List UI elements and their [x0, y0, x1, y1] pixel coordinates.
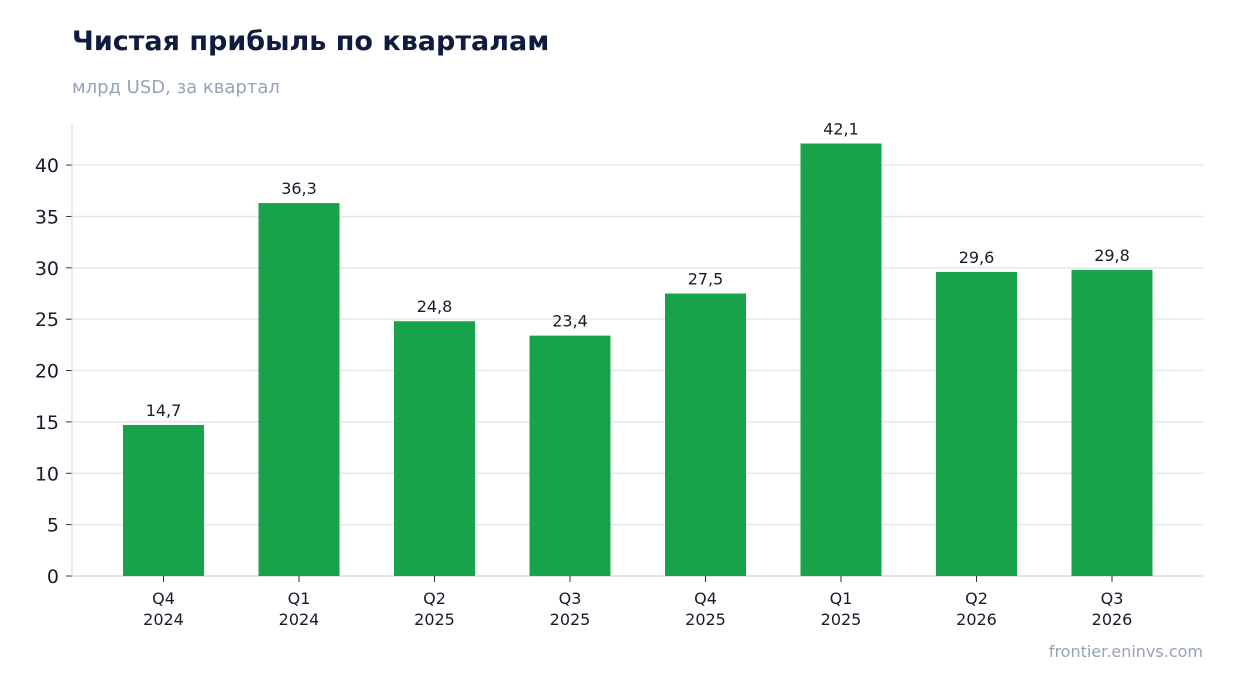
- x-tick-label-quarter: Q1: [288, 589, 311, 608]
- x-tick-label-year: 2026: [1092, 610, 1133, 629]
- chart-subtitle: млрд USD, за квартал: [72, 77, 280, 98]
- data-label: 14,7: [146, 401, 182, 420]
- gridlines: [72, 164, 1203, 526]
- x-tick-label-year: 2025: [685, 610, 726, 629]
- data-label: 42,1: [823, 120, 859, 139]
- x-tick-label-year: 2024: [279, 610, 320, 629]
- x-tick-label-year: 2025: [821, 610, 862, 629]
- y-tick-label: 5: [47, 515, 59, 537]
- data-label: 29,6: [959, 248, 995, 267]
- y-tick-label: 0: [47, 566, 59, 588]
- x-tick-label-quarter: Q4: [152, 589, 175, 608]
- x-tick-label-quarter: Q2: [965, 589, 988, 608]
- x-tick-label-year: 2025: [414, 610, 455, 629]
- y-tick-label: 10: [35, 463, 59, 485]
- x-tick-label-year: 2025: [550, 610, 591, 629]
- source-credit: frontier.eninvs.com: [1048, 642, 1203, 661]
- x-tick-label-quarter: Q4: [694, 589, 717, 608]
- y-tick-label: 40: [35, 155, 59, 177]
- y-tick-label: 20: [35, 361, 59, 383]
- y-tick-label: 35: [35, 206, 59, 228]
- x-tick-label-year: 2026: [956, 610, 997, 629]
- x-tick-label-quarter: Q1: [830, 589, 853, 608]
- y-tick-label: 30: [35, 258, 59, 280]
- y-tick-label: 25: [35, 309, 59, 331]
- bar: [936, 271, 1017, 576]
- chart-title: Чистая прибыль по кварталам: [72, 26, 550, 57]
- bar: [394, 321, 475, 576]
- bar: [123, 424, 204, 576]
- data-label: 29,8: [1094, 246, 1130, 265]
- data-label: 27,5: [688, 270, 724, 289]
- x-tick-label-quarter: Q3: [1101, 589, 1124, 608]
- bar: [665, 293, 746, 576]
- data-label: 36,3: [281, 179, 317, 198]
- bars: [123, 143, 1153, 576]
- x-tick-label-year: 2024: [143, 610, 184, 629]
- bar: [1071, 269, 1153, 576]
- x-tick-label-quarter: Q2: [423, 589, 446, 608]
- axes: 0510152025303540Q42024Q12024Q22025Q32025…: [35, 124, 1203, 629]
- y-tick-label: 15: [35, 412, 59, 434]
- bar: [258, 203, 340, 576]
- data-label: 23,4: [552, 312, 588, 331]
- bar: [529, 335, 611, 576]
- data-labels: 14,7 36,3 24,8 23,4 27,5 42,1 29,6 29,8: [146, 120, 1130, 420]
- data-label: 24,8: [417, 297, 453, 316]
- x-tick-label-quarter: Q3: [559, 589, 582, 608]
- bar: [800, 143, 882, 576]
